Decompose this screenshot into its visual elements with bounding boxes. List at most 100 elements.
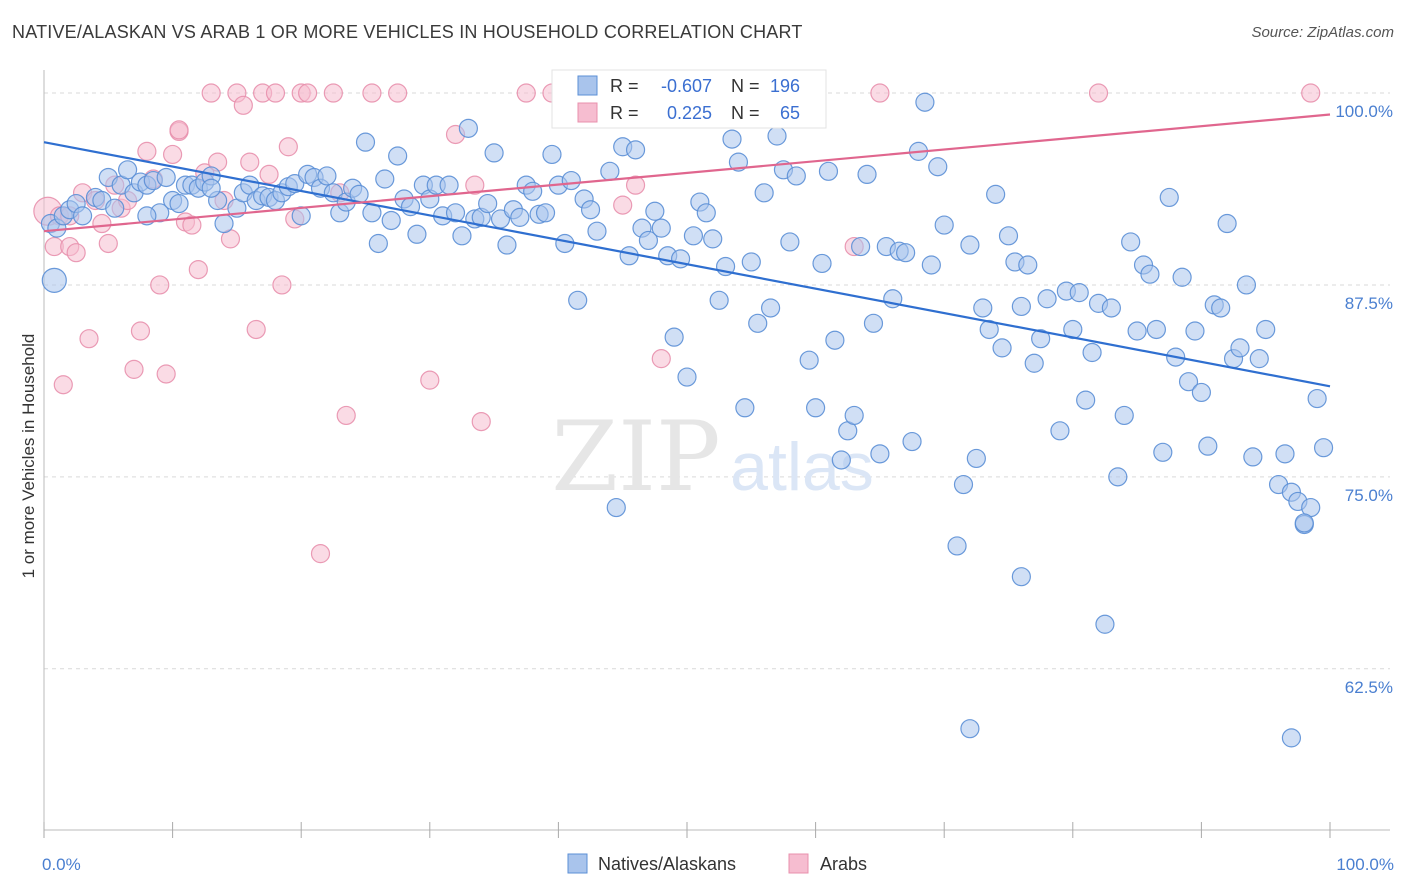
legend-natives-n-label: N = — [731, 76, 760, 96]
arab-point — [98, 233, 118, 254]
legend-arabs-r: 0.225 — [667, 103, 712, 123]
arabs-trend-line — [43, 113, 1331, 233]
y-axis-title: 1 or more Vehicles in Household — [19, 334, 38, 579]
native-point — [1198, 436, 1218, 456]
bottom-legend-natives: Natives/Alaskans — [598, 854, 736, 874]
x-tick-min: 0.0% — [42, 855, 81, 874]
native-point — [1095, 614, 1115, 634]
native-point — [966, 448, 986, 469]
native-point — [1114, 405, 1134, 426]
arab-point — [79, 329, 99, 349]
arab-point — [130, 321, 151, 341]
native-point — [1307, 388, 1327, 409]
native-point — [1018, 255, 1038, 275]
arab-point — [246, 319, 266, 340]
trend-lines — [43, 113, 1331, 388]
native-point — [625, 140, 646, 160]
native-point — [863, 313, 884, 333]
native-point — [452, 226, 472, 246]
native-point — [973, 298, 993, 318]
native-point — [1281, 728, 1302, 748]
y-tick-label: 75.0% — [1345, 486, 1393, 505]
native-point — [105, 198, 125, 218]
arab-point — [651, 349, 671, 369]
native-point — [760, 298, 781, 318]
native-point — [291, 206, 311, 226]
native-point — [388, 146, 408, 166]
native-point — [72, 206, 93, 226]
arab-point — [310, 544, 331, 564]
native-point — [445, 203, 466, 223]
native-point — [478, 193, 498, 214]
native-point — [1146, 319, 1166, 340]
native-point — [381, 210, 401, 231]
native-point — [664, 327, 684, 347]
arab-point — [163, 144, 183, 165]
native-point — [696, 203, 716, 223]
arab-point — [137, 141, 157, 161]
native-point — [1153, 442, 1173, 462]
native-point — [1230, 338, 1250, 358]
native-point — [439, 175, 459, 195]
native-point — [953, 474, 974, 495]
legend-natives-r-label: R = — [610, 76, 639, 96]
arab-point — [1088, 83, 1109, 103]
native-point — [214, 213, 234, 234]
native-point — [921, 255, 941, 275]
native-point — [568, 290, 588, 310]
native-point — [375, 169, 395, 189]
watermark: ZIP atlas — [551, 401, 873, 513]
arab-point — [233, 95, 253, 115]
bottom-swatch-natives — [567, 853, 588, 874]
native-point — [934, 215, 954, 235]
native-point — [169, 193, 189, 214]
native-point — [606, 497, 626, 518]
arab-point — [1301, 83, 1321, 103]
native-point — [1101, 298, 1121, 318]
native-point — [857, 164, 877, 185]
native-point — [683, 226, 704, 246]
native-point — [947, 536, 967, 556]
native-point — [1011, 296, 1031, 317]
native-point — [851, 236, 871, 257]
arab-point — [156, 364, 176, 384]
legend-arabs-n-label: N = — [731, 103, 760, 123]
bottom-swatch-arabs — [788, 853, 809, 874]
native-point — [1121, 232, 1141, 252]
native-point — [1256, 319, 1276, 340]
native-point — [960, 719, 980, 739]
native-point — [1172, 267, 1192, 287]
legend-arabs-r-label: R = — [610, 103, 639, 123]
native-point — [484, 143, 504, 163]
native-point — [407, 224, 427, 244]
native-point — [619, 246, 639, 266]
arab-point — [516, 83, 536, 103]
native-point — [1275, 444, 1295, 464]
native-point — [600, 161, 620, 181]
arab-point — [259, 164, 279, 185]
arab-point — [53, 375, 73, 395]
native-point — [317, 166, 337, 186]
native-point — [1249, 349, 1269, 369]
native-point — [805, 398, 826, 418]
arab-point — [66, 243, 86, 263]
source-label: Source: ZipAtlas.com — [1251, 24, 1394, 41]
arab-point — [240, 152, 260, 172]
stats-legend: R = -0.607 N = 196 R = 0.225 N = 65 — [551, 69, 827, 129]
native-point — [1159, 187, 1179, 208]
native-point — [998, 226, 1019, 246]
arab-point — [92, 213, 112, 234]
native-point — [677, 367, 697, 387]
native-point — [117, 160, 138, 180]
native-point — [1191, 382, 1212, 403]
native-point — [831, 450, 851, 470]
native-point — [368, 233, 388, 254]
bottom-legend-arabs: Arabs — [820, 854, 867, 874]
native-point — [767, 126, 787, 146]
native-point — [1108, 467, 1128, 487]
native-point — [960, 235, 980, 255]
native-point — [535, 203, 556, 223]
arab-point — [336, 405, 356, 426]
native-point — [870, 444, 890, 464]
